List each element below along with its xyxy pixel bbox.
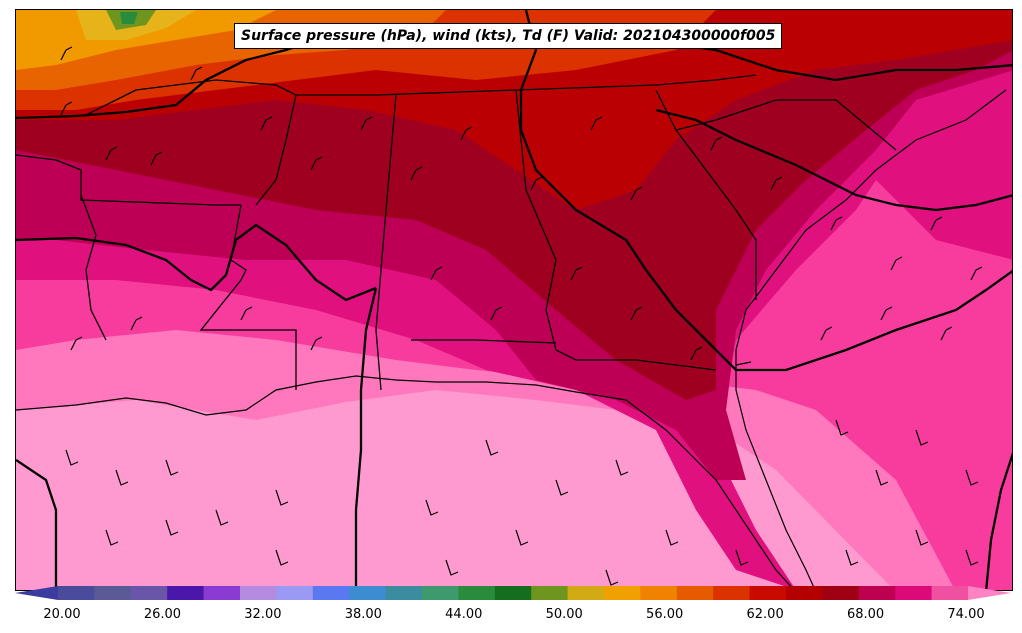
florida-east-coast	[735, 89, 1007, 590]
colorbar-segment	[276, 586, 314, 600]
colorbar-tick-label: 26.00	[143, 607, 182, 622]
coastline	[16, 375, 795, 590]
wind-barbs	[60, 46, 983, 586]
colorbar-segment	[312, 586, 350, 600]
colorbar-extend-high	[968, 586, 1011, 600]
colorbar-segment	[749, 586, 787, 600]
colorbar-segment	[786, 586, 823, 600]
colorbar-segment	[531, 586, 569, 600]
colorbar-segment	[494, 586, 532, 600]
chart-title: Surface pressure (hPa), wind (kts), Td (…	[234, 23, 783, 49]
colorbar-segment	[58, 586, 95, 600]
colorbar-tick-label: 38.00	[344, 607, 382, 622]
colorbar-segment	[94, 586, 132, 600]
colorbar-tick-label: 62.00	[746, 607, 784, 622]
colorbar-segment	[895, 586, 933, 600]
colorbar-segment	[458, 586, 496, 600]
colorbar-segment	[167, 586, 205, 600]
colorbar-segment	[567, 586, 605, 600]
colorbar-tick-label: 74.00	[947, 607, 985, 622]
td-46-region	[120, 12, 138, 24]
colorbar-segment	[640, 586, 678, 600]
colorbar-tick-label: 44.00	[445, 607, 483, 622]
colorbar	[15, 586, 1011, 600]
colorbar-tick-label: 56.00	[646, 607, 684, 622]
colorbar-segment	[713, 586, 751, 600]
dewpoint-map	[16, 10, 1012, 590]
map-panel: Surface pressure (hPa), wind (kts), Td (…	[15, 9, 1013, 591]
colorbar-tick-label: 50.00	[545, 607, 583, 622]
colorbar-segment	[385, 586, 423, 600]
colorbar-segment	[203, 586, 241, 600]
colorbar-segment	[858, 586, 896, 600]
td-62-region	[16, 10, 1012, 400]
colorbar-tick-label: 20.00	[43, 607, 81, 622]
colorbar-segment	[349, 586, 387, 600]
colorbar-segment	[240, 586, 277, 600]
colorbar-tick-label: 32.00	[244, 607, 282, 622]
state-borders	[16, 74, 897, 391]
colorbar-extend-low	[15, 586, 58, 600]
colorbar-segment	[604, 586, 641, 600]
colorbar-segment	[130, 586, 168, 600]
colorbar-segment	[931, 586, 969, 600]
colorbar-segment	[822, 586, 860, 600]
colorbar-segment	[422, 586, 459, 600]
isobars	[16, 10, 1012, 590]
colorbar-segment	[676, 586, 714, 600]
colorbar-tick-label: 68.00	[846, 607, 885, 622]
